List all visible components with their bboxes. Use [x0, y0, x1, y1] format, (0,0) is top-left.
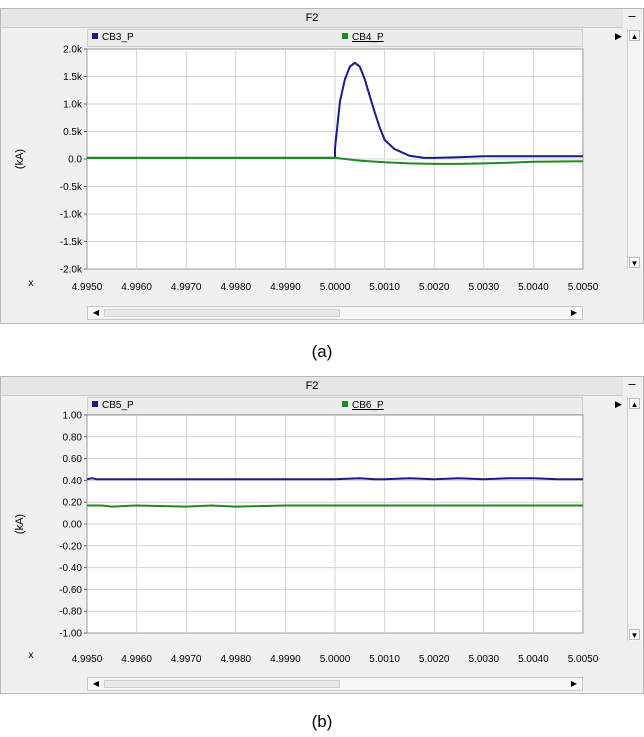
scroll-down-icon[interactable]: ▼: [629, 629, 640, 640]
legend-swatch: [92, 401, 98, 408]
y-tick-label: -0.20: [59, 541, 82, 552]
chart-panel-a: F2 – CB3_P CB4_P ▶ 4.9950 4.9960 4.9970 4.9…: [0, 8, 644, 324]
panel-title: F2: [1, 9, 623, 28]
y-tick-label: 0.80: [63, 432, 83, 443]
x-tick-label: 5.0030: [469, 282, 500, 293]
y-tick-label: -1.5k: [60, 237, 83, 248]
legend-label: CB5_P: [102, 400, 134, 411]
x-tick-label: 5.0040: [518, 654, 549, 665]
series-line-CB4_P: [87, 156, 584, 165]
x-tick-label: 5.0000: [320, 654, 351, 665]
legend-item-series-2[interactable]: CB4_P: [342, 30, 384, 46]
minimize-button[interactable]: –: [628, 376, 636, 391]
x-tick-label: 5.0030: [469, 654, 500, 665]
y-tick-label: 2.0k: [63, 45, 83, 56]
y-tick-label: -1.00: [59, 629, 82, 640]
y-axis-label: (kA): [14, 149, 26, 169]
horizontal-scrollbar[interactable]: ◀ ▶: [87, 677, 583, 691]
legend-item-series-1[interactable]: CB5_P: [92, 398, 134, 414]
x-tick-label: 4.9980: [221, 654, 252, 665]
y-tick-label: -0.80: [59, 607, 82, 618]
y-tick-label: -1.0k: [60, 210, 83, 221]
legend-label: CB4_P: [352, 32, 384, 43]
panel-title: F2: [1, 377, 623, 396]
chart-panel-b: F2 – CB5_P CB6_P ▶ 4.9950 4.9960 4.9970 4.9…: [0, 376, 644, 694]
x-tick-label: 5.0050: [568, 282, 599, 293]
y-tick-label: 1.00: [63, 411, 83, 422]
y-tick-label: 0.00: [63, 520, 83, 531]
x-tick-label: 5.0010: [369, 654, 400, 665]
legend-item-series-1[interactable]: CB3_P: [92, 30, 134, 46]
legend-swatch: [342, 401, 348, 408]
x-tick-label: 4.9950: [72, 654, 103, 665]
plot-area-a: 4.9950 4.9960 4.9970 4.9980 4.9990 5.0000 5.00…: [14, 45, 599, 294]
caption-b: (b): [311, 712, 333, 731]
x-axis-label: x: [29, 650, 34, 661]
scroll-left-icon[interactable]: ◀: [92, 679, 100, 688]
y-tick-label: 0.40: [63, 476, 83, 487]
y-tick-label: 0.5k: [63, 127, 83, 138]
x-tick-label: 4.9990: [270, 654, 301, 665]
y-tick-label: -0.5k: [60, 182, 83, 193]
scroll-thumb[interactable]: [104, 309, 340, 317]
vertical-scrollbar[interactable]: ▲ ▼: [627, 29, 642, 269]
minimize-button[interactable]: –: [628, 8, 636, 23]
scroll-up-icon[interactable]: ▲: [629, 398, 640, 409]
y-tick-label: 0.60: [63, 454, 83, 465]
y-tick-label: 0.20: [63, 498, 83, 509]
x-tick-label: 5.0020: [419, 654, 450, 665]
x-tick-label: 4.9970: [171, 282, 202, 293]
legend-label: CB6_P: [352, 400, 384, 411]
scroll-right-icon[interactable]: ▶: [570, 308, 578, 317]
legend-swatch: [342, 33, 348, 40]
scroll-thumb[interactable]: [104, 680, 340, 688]
x-tick-label: 5.0010: [369, 282, 400, 293]
x-tick-label: 5.0000: [320, 282, 351, 293]
x-tick-label: 4.9960: [121, 654, 152, 665]
y-tick-label: -0.60: [59, 585, 82, 596]
series-line-CB5_P: [86, 477, 583, 481]
y-tick-label: -0.40: [59, 563, 82, 574]
x-tick-label: 4.9960: [121, 282, 152, 293]
y-tick-label: 1.5k: [63, 72, 83, 83]
legend-swatch: [92, 33, 98, 40]
horizontal-scrollbar[interactable]: ◀ ▶: [87, 306, 583, 320]
x-tick-label: 4.9950: [72, 282, 103, 293]
x-tick-label: 4.9980: [221, 282, 252, 293]
legend-item-series-2[interactable]: CB6_P: [342, 398, 384, 414]
y-axis-label: (kA): [14, 514, 26, 534]
expand-legend-icon[interactable]: ▶: [615, 399, 622, 409]
y-tick-label: -2.0k: [60, 265, 83, 276]
x-tick-label: 5.0050: [568, 654, 599, 665]
scroll-left-icon[interactable]: ◀: [92, 308, 100, 317]
expand-legend-icon[interactable]: ▶: [615, 31, 622, 41]
series-line-CB6_P: [87, 504, 583, 508]
plot-area-b: 4.9950 4.9960 4.9970 4.9980 4.9990 5.0000 5.00…: [14, 411, 599, 666]
x-tick-label: 4.9990: [270, 282, 301, 293]
x-tick-label: 4.9970: [171, 654, 202, 665]
x-tick-label: 5.0020: [419, 282, 450, 293]
y-tick-label: 1.0k: [63, 100, 83, 111]
scroll-right-icon[interactable]: ▶: [570, 679, 578, 688]
scroll-up-icon[interactable]: ▲: [629, 30, 640, 41]
caption-a: (a): [311, 342, 333, 361]
vertical-scrollbar[interactable]: ▲ ▼: [627, 397, 642, 641]
series-line-CB3_P: [87, 61, 583, 159]
legend-bar: CB3_P CB4_P: [87, 29, 583, 47]
scroll-down-icon[interactable]: ▼: [629, 257, 640, 268]
x-tick-label: 5.0040: [518, 282, 549, 293]
y-tick-label: 0.0: [68, 155, 82, 166]
legend-label: CB3_P: [102, 32, 134, 43]
x-axis-label: x: [29, 278, 34, 289]
